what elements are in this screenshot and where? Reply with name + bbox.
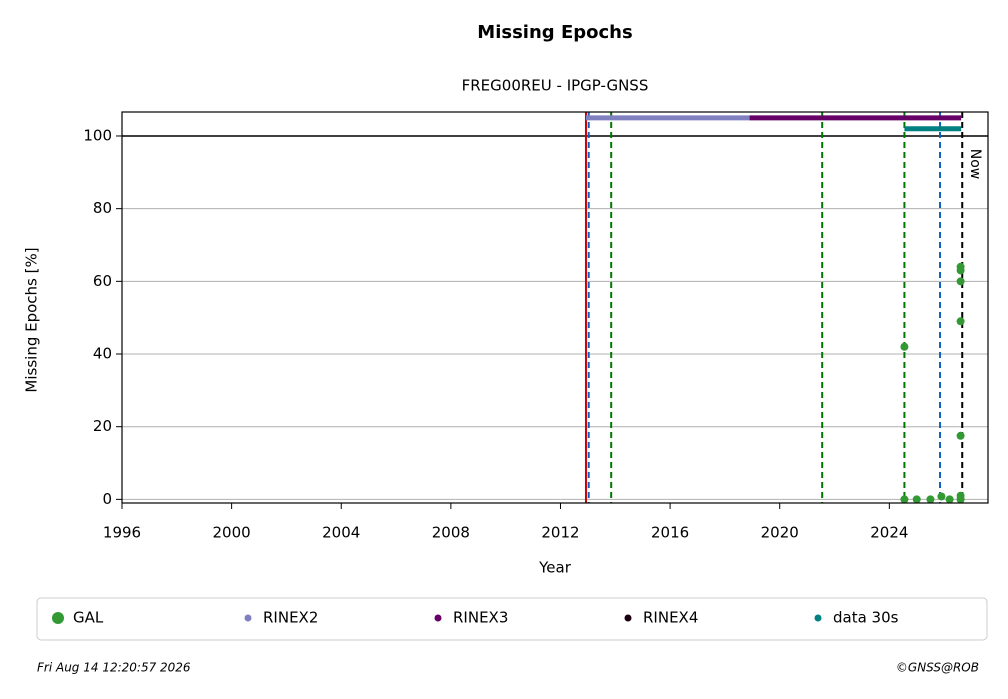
y-tick-label: 80 [93, 199, 112, 217]
y-tick-label: 40 [93, 345, 112, 363]
event-label: Now [967, 149, 983, 180]
legend-label: RINEX3 [453, 609, 508, 627]
plot-frame [121, 111, 989, 504]
credit: ©GNSS@ROB [896, 661, 979, 675]
legend-box [36, 597, 988, 641]
legend-label: data 30s [833, 609, 899, 627]
x-tick-label: 2016 [651, 524, 689, 542]
y-axis-label: Missing Epochs [%] [23, 247, 41, 392]
x-tick-label: 2004 [322, 524, 360, 542]
data-point [912, 495, 921, 504]
x-tick-label: 2000 [213, 524, 251, 542]
chart-subtitle: FREG00REU - IPGP-GNSS [462, 77, 649, 95]
legend-marker [624, 614, 632, 622]
legend-label: RINEX2 [263, 609, 318, 627]
x-tick-label: 2024 [870, 524, 908, 542]
data-point [900, 342, 909, 351]
legend-marker [244, 614, 252, 622]
data-point [937, 492, 946, 501]
data-point [956, 495, 965, 504]
legend-marker [52, 612, 64, 624]
x-axis-label: Year [538, 559, 572, 577]
y-tick-label: 20 [93, 417, 112, 435]
data-point [945, 495, 954, 504]
y-tick-label: 60 [93, 272, 112, 290]
data-point [956, 277, 965, 286]
data-point [956, 317, 965, 326]
x-tick-label: 2008 [432, 524, 470, 542]
y-tick-label: 0 [102, 490, 112, 508]
legend-label: GAL [73, 609, 104, 627]
chart-title: Missing Epochs [477, 22, 632, 43]
timestamp: Fri Aug 14 12:20:57 2026 [37, 661, 191, 675]
data-point [956, 262, 965, 271]
x-tick-label: 2012 [541, 524, 579, 542]
data-point [900, 495, 909, 504]
data-point [956, 431, 965, 440]
data-point [926, 495, 935, 504]
legend-label: RINEX4 [643, 609, 698, 627]
legend-marker [434, 614, 442, 622]
legend-marker [814, 614, 822, 622]
y-tick-label: 100 [83, 126, 112, 144]
x-tick-label: 2020 [761, 524, 799, 542]
x-tick-label: 1996 [103, 524, 141, 542]
